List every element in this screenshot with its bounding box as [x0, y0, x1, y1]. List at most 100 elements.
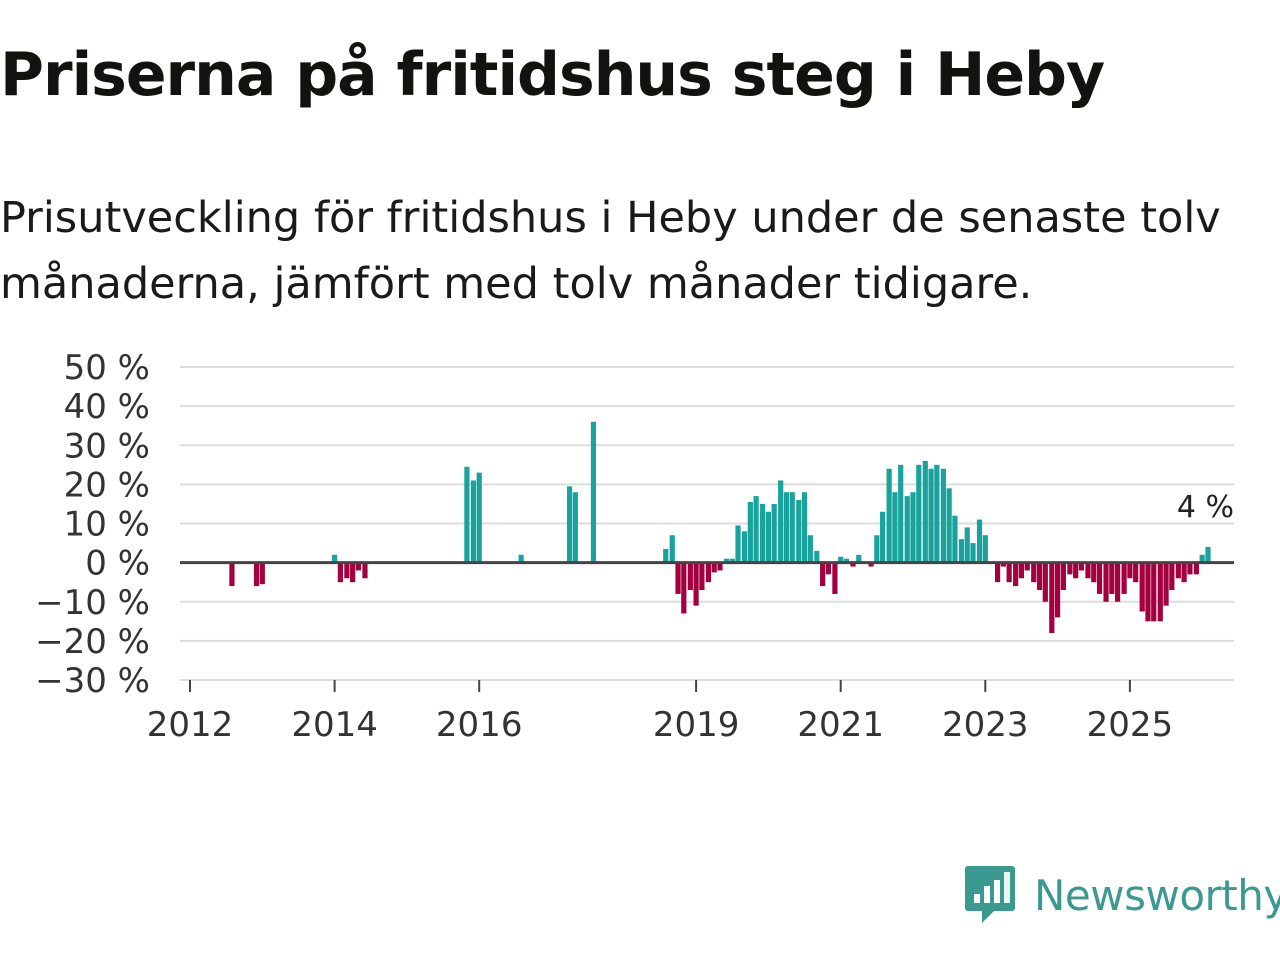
- bar: [1193, 562, 1200, 575]
- bar: [1157, 562, 1163, 622]
- bar: [832, 562, 838, 594]
- bar: [350, 562, 356, 583]
- bar: [1205, 546, 1211, 563]
- bar: [1133, 562, 1139, 583]
- y-tick-label: 40 %: [64, 387, 150, 427]
- bar: [1109, 562, 1115, 594]
- bar: [982, 535, 988, 563]
- y-axis-ticks: 50 %40 %30 %20 %10 %0 %−10 %−20 %−30 %: [35, 348, 150, 701]
- latest-value-label: 4 %: [1177, 490, 1234, 525]
- page-subtitle: Prisutveckling för fritidshus i Heby und…: [0, 193, 1221, 309]
- bar: [681, 562, 687, 614]
- bar: [1175, 562, 1181, 579]
- bar: [807, 535, 813, 563]
- bar: [1169, 562, 1175, 591]
- bar: [337, 562, 343, 583]
- bar: [464, 466, 470, 563]
- bar: [868, 562, 874, 567]
- bar: [796, 500, 802, 563]
- bar: [1067, 562, 1073, 575]
- price-change-bar-chart: 50 %40 %30 %20 %10 %0 %−10 %−20 %−30 % 2…: [35, 348, 1234, 740]
- bar: [1049, 562, 1055, 634]
- bar: [687, 562, 693, 591]
- bar: [1085, 562, 1091, 579]
- bar: [253, 562, 260, 587]
- page-title: Priserna på fritidshus steg i Heby: [0, 40, 1105, 110]
- y-tick-label: −30 %: [35, 661, 150, 701]
- bar: [747, 501, 753, 563]
- bar: [518, 554, 524, 563]
- x-tick-label: 2023: [942, 705, 1029, 740]
- bar: [1187, 562, 1193, 575]
- bar: [753, 496, 759, 563]
- newsworthy-logo[interactable]: Newsworthy: [964, 864, 1280, 926]
- bar: [1036, 562, 1043, 591]
- bar: [1031, 562, 1037, 583]
- bar: [970, 543, 976, 563]
- bar: [1000, 562, 1006, 567]
- bar: [778, 480, 784, 563]
- bar: [760, 503, 766, 563]
- bar: [910, 492, 916, 563]
- bar: [1181, 562, 1187, 583]
- bar: [892, 492, 898, 563]
- bar: [229, 562, 235, 587]
- bar: [476, 472, 482, 563]
- bar: [717, 562, 723, 571]
- bar: [904, 496, 910, 563]
- brand-name: Newsworthy: [1034, 870, 1280, 920]
- bar: [332, 554, 338, 563]
- bar: [344, 562, 350, 579]
- bar: [669, 535, 675, 563]
- x-tick-label: 2021: [797, 705, 884, 740]
- x-axis-ticks: 2012 2014 2016 2019 2021 2023 2025: [147, 680, 1173, 740]
- bar: [843, 558, 850, 563]
- y-tick-label: −10 %: [35, 583, 150, 623]
- bar: [789, 492, 795, 563]
- bar: [958, 539, 965, 563]
- bar: [825, 562, 832, 575]
- bar: [940, 468, 946, 563]
- bar: [705, 562, 711, 583]
- annotations: 4 %: [1177, 490, 1234, 525]
- x-tick-label: 2014: [291, 705, 378, 740]
- y-tick-label: −20 %: [35, 622, 150, 662]
- bar: [259, 562, 265, 585]
- bar: [741, 531, 748, 563]
- bar: [922, 460, 928, 563]
- bar: [783, 492, 790, 563]
- x-tick-label: 2016: [436, 705, 523, 740]
- bar: [362, 562, 368, 579]
- bar: [820, 562, 826, 587]
- bar: [1042, 562, 1048, 602]
- bar: [1127, 562, 1133, 579]
- bar: [765, 511, 771, 563]
- bar: [898, 464, 904, 563]
- bar: [928, 468, 934, 563]
- bar: [1121, 562, 1127, 594]
- y-tick-label: 30 %: [64, 426, 150, 466]
- bar: [590, 421, 597, 563]
- gridlines: [180, 366, 1234, 681]
- bar: [850, 562, 856, 567]
- bar: [693, 562, 699, 606]
- bar: [801, 492, 808, 563]
- bar: [572, 492, 578, 563]
- x-tick-label: 2012: [147, 705, 234, 740]
- bar: [856, 554, 862, 563]
- x-tick-label: 2019: [653, 705, 740, 740]
- bar: [1151, 562, 1157, 622]
- bar: [952, 515, 958, 563]
- bar: [934, 464, 940, 563]
- newsworthy-logo-icon: [965, 866, 1015, 923]
- y-tick-label: 10 %: [64, 505, 150, 545]
- bar: [946, 488, 952, 563]
- bar: [663, 548, 669, 563]
- bar: [1006, 562, 1012, 583]
- bar: [1096, 562, 1103, 594]
- bar: [1163, 562, 1169, 606]
- x-tick-label: 2025: [1087, 705, 1174, 740]
- y-tick-label: 20 %: [64, 465, 150, 505]
- y-tick-label: 50 %: [64, 348, 150, 388]
- bar: [1091, 562, 1097, 583]
